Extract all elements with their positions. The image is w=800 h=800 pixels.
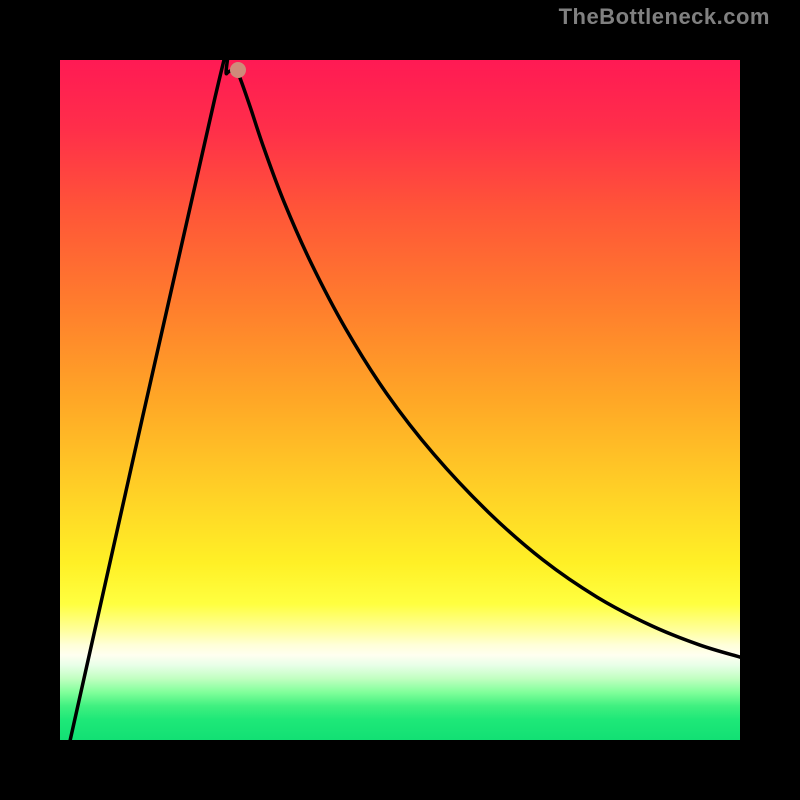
optimum-marker <box>230 62 246 78</box>
watermark-text: TheBottleneck.com <box>559 4 770 30</box>
heat-gradient-background <box>60 60 740 740</box>
